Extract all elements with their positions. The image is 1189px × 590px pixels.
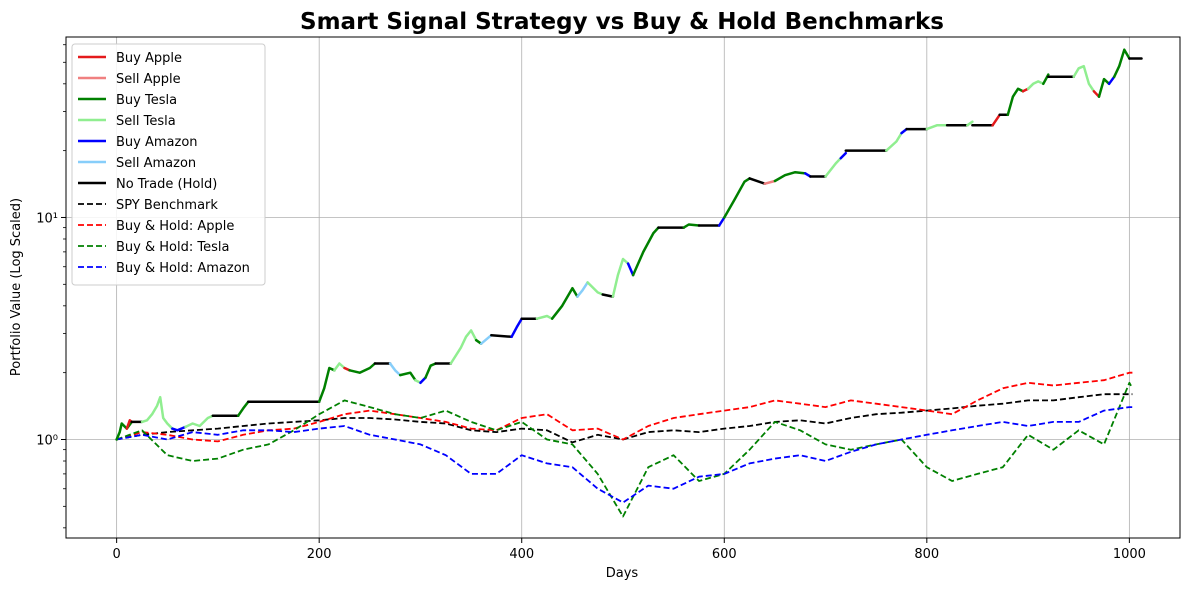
strategy-series [115,48,1143,441]
series-line-buy-hold-amazon [116,406,1133,504]
legend-box [71,43,266,286]
strategy-segment-buy-amazon [839,151,848,160]
plot-frame [65,36,1181,539]
strategy-segment-buy-tesla [1006,87,1025,117]
strategy-segment-no-trade-hold- [601,293,615,298]
legend-entry: Buy Tesla [116,93,177,108]
strategy-segment-sell-tesla [966,120,974,127]
strategy-segment-sell-tesla [535,314,554,320]
strategy-segment-buy-tesla [348,362,377,374]
strategy-segment-sell-amazon [576,281,589,298]
strategy-segment-buy-tesla [424,362,437,379]
strategy-segment-buy-amazon [171,425,187,432]
strategy-segment-buy-amazon [510,317,523,339]
strategy-segment-buy-tesla [773,170,807,183]
y-tick-label: 10⁰ [36,433,58,448]
x-tick-label: 1000 [1113,547,1146,562]
strategy-segment-buy-tesla [236,400,250,417]
legend-entry: Buy Apple [116,51,182,66]
strategy-segment-sell-tesla [333,362,346,372]
series-line-buy-hold-apple [116,371,1133,443]
legend-entry: Buy Amazon [116,135,198,150]
benchmark-series [116,371,1134,518]
y-tick-label: 10¹ [36,211,58,226]
plot-axes: 0 200 400 600 800 1000 10⁰ 10¹ [36,36,1181,562]
legend-entry: No Trade (Hold) [116,177,217,192]
y-axis-label: Portfolio Value (Log Scaled) [9,198,24,376]
strategy-segment-buy-tesla [631,226,660,277]
strategy-segment-buy-tesla [1112,48,1131,79]
strategy-segment-no-trade-hold- [748,177,767,185]
strategy-segment-sell-tesla [1026,80,1045,91]
x-tick-label: 400 [509,547,534,562]
strategy-segment-buy-tesla [682,223,701,229]
strategy-segment-sell-tesla [586,281,604,296]
strategy-segment-buy-tesla [550,286,579,320]
strategy-segment-sell-tesla [925,124,949,131]
strategy-segment-sell-tesla [885,131,903,152]
strategy-segment-buy-tesla [398,371,417,382]
legend-entry: Sell Apple [116,72,181,87]
legend-entry: Buy & Hold: Amazon [116,261,250,276]
strategy-segment-buy-tesla [723,177,751,219]
x-axis-label: Days [606,566,639,581]
strategy-segment-buy-amazon [717,216,726,227]
legend-entry: Sell Amazon [116,156,196,171]
legend-entry: Buy & Hold: Apple [116,219,234,234]
strategy-segment-sell-tesla [824,156,842,178]
legend-entry: Sell Tesla [116,114,176,129]
strategy-segment-buy-tesla [1097,77,1111,98]
strategy-segment-buy-amazon [1107,75,1116,86]
x-tick-label: 200 [307,547,332,562]
x-tick-label: 800 [914,547,939,562]
strategy-segment-sell-amazon [479,333,493,345]
legend-entry: SPY Benchmark [116,198,218,213]
strategy-segment-sell-tesla [611,257,630,298]
x-tick-label: 600 [712,547,737,562]
strategy-segment-buy-amazon [626,262,635,277]
strategy-segment-sell-amazon [388,362,402,377]
strategy-segment-buy-apple [991,113,1001,127]
strategy-segment-buy-tesla [317,366,336,403]
strategy-segment-no-trade-hold- [490,333,513,339]
legend: Buy Apple Sell Apple Buy Tesla Sell Tesla Bu… [71,43,266,286]
legend-entry: Buy & Hold: Tesla [116,240,229,255]
strategy-segment-sell-tesla [1072,64,1096,93]
x-tick-label: 0 [112,547,120,562]
strategy-segment-sell-apple [763,179,777,185]
series-line-spy-benchmark [116,393,1133,444]
chart-title: Smart Signal Strategy vs Buy & Hold Benc… [300,9,944,35]
strategy-segment-sell-tesla [140,395,174,430]
strategy-segment-sell-tesla [449,329,478,365]
strategy-segment-sell-tesla [184,414,215,429]
